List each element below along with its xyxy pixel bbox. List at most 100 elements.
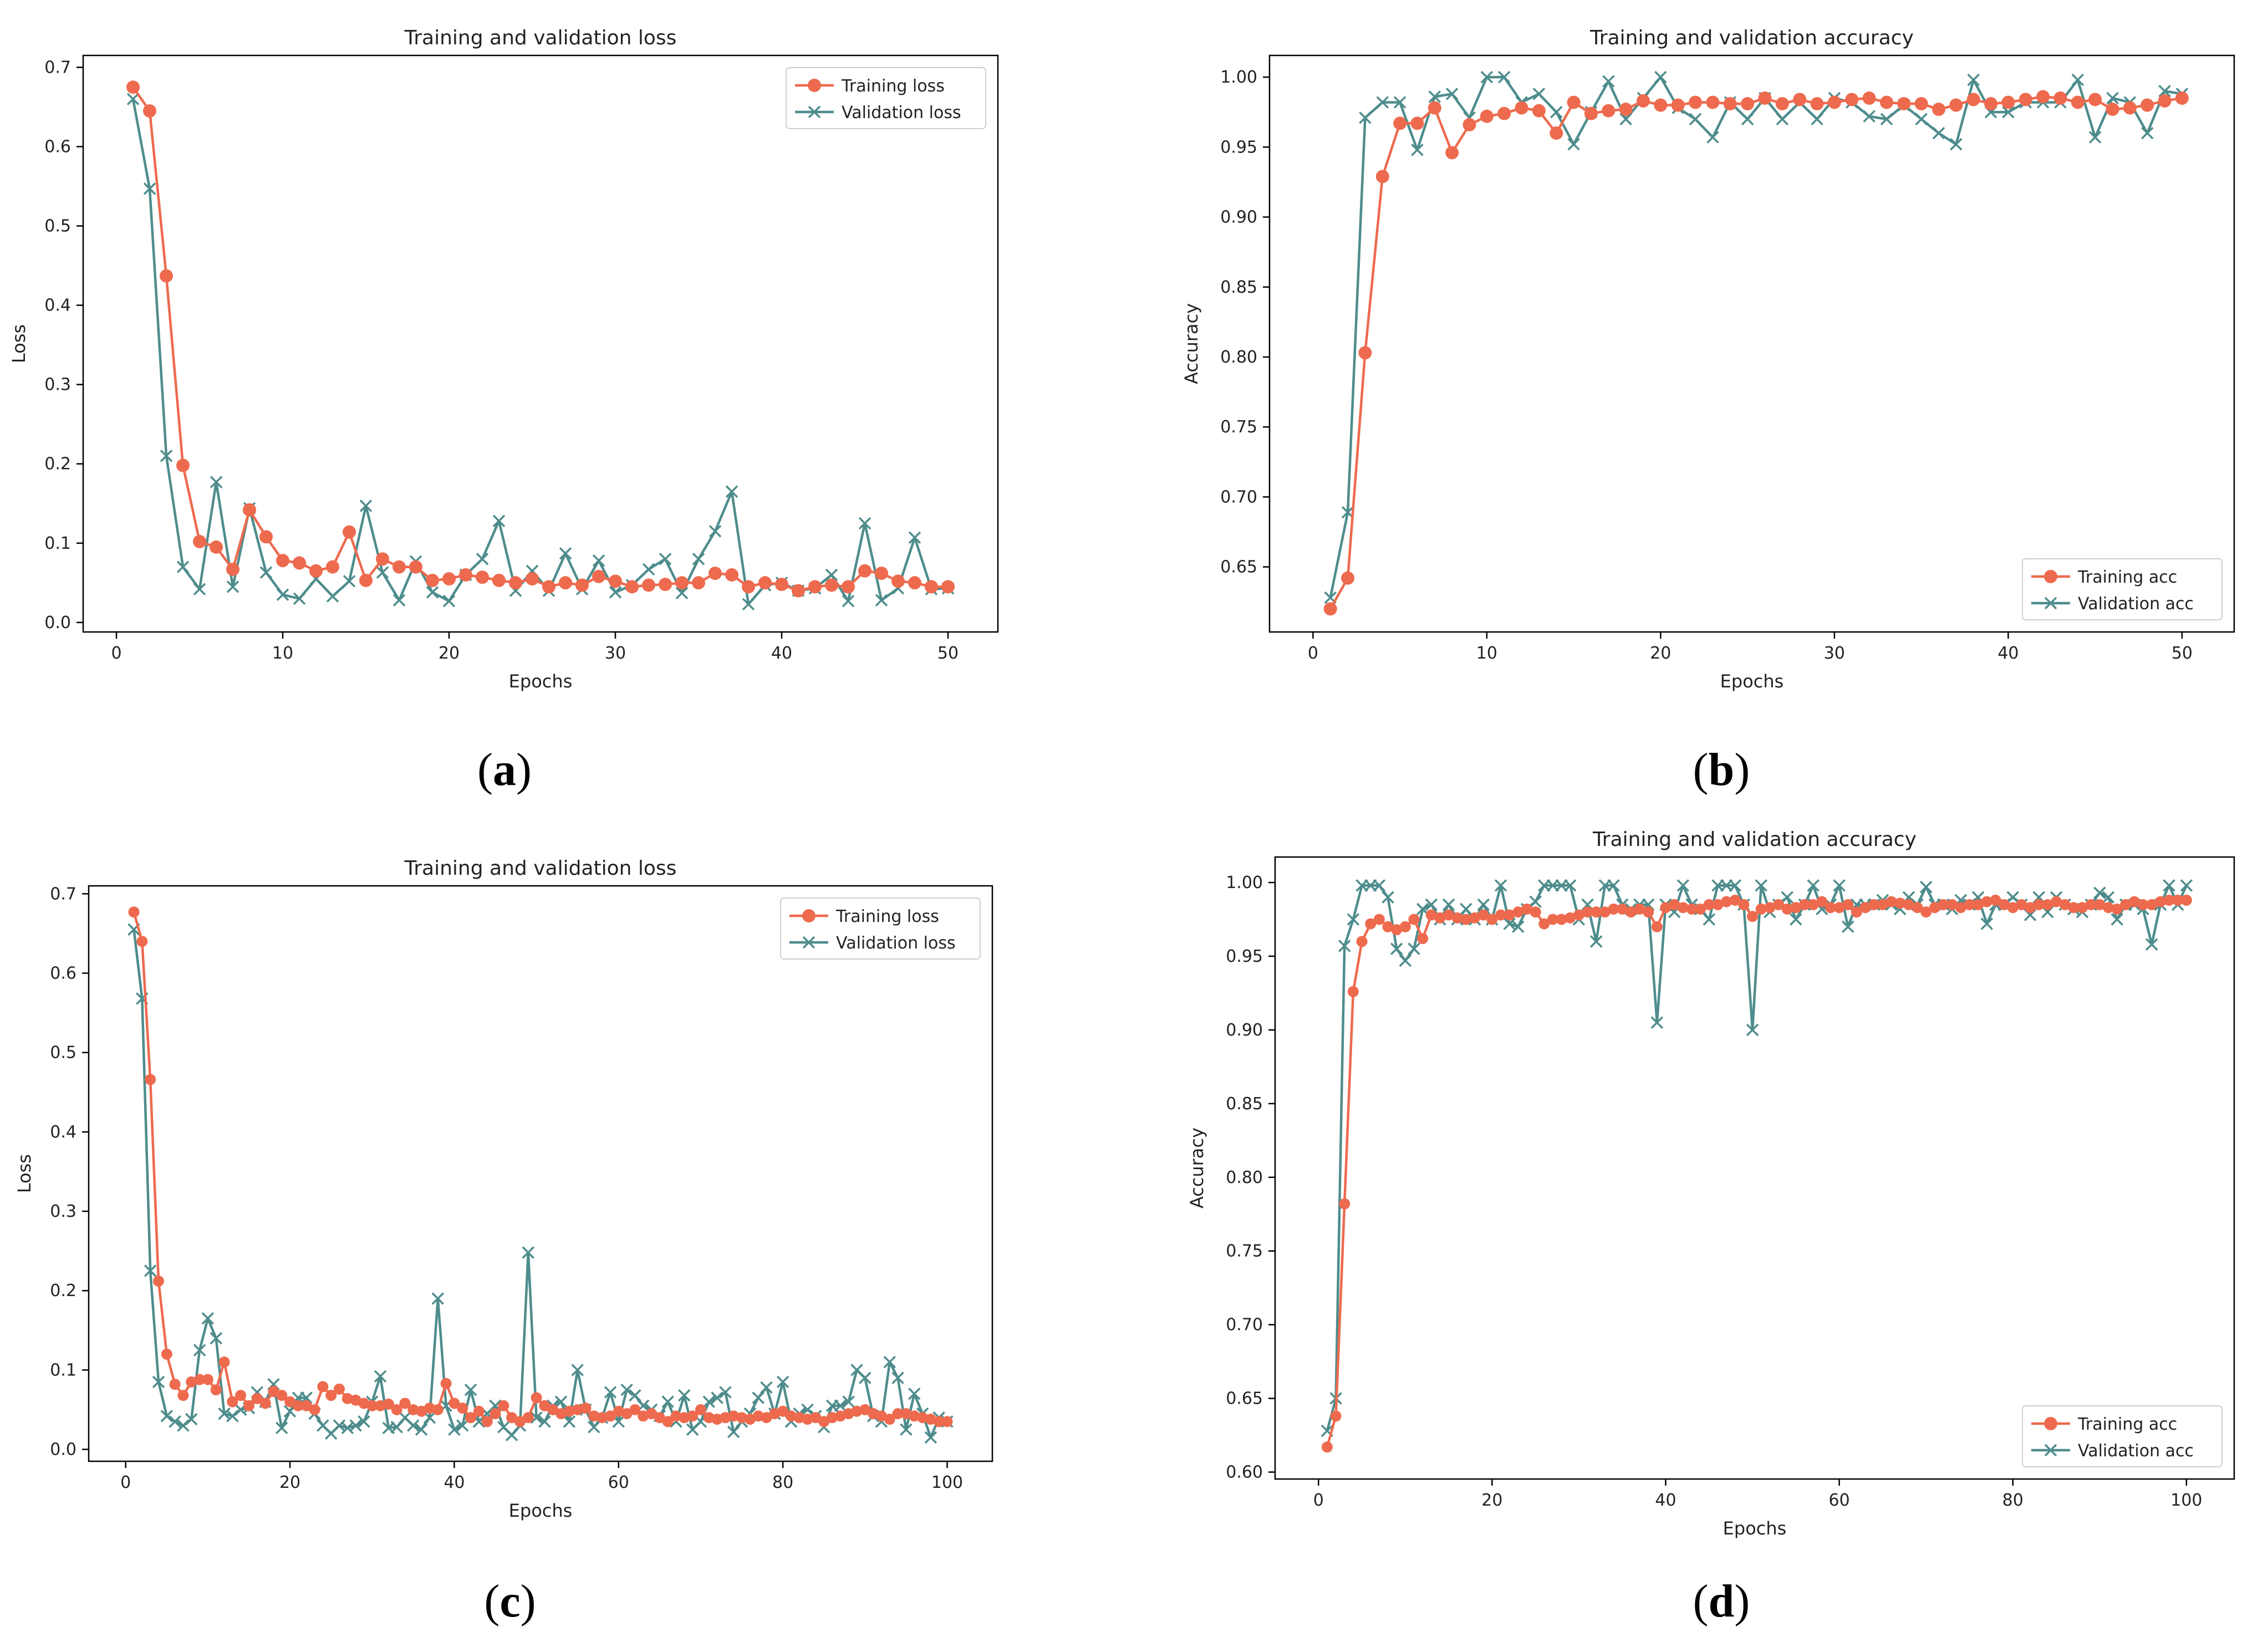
data-point-training	[1347, 986, 1359, 997]
data-point-training	[2137, 899, 2149, 910]
data-point-training	[210, 540, 223, 554]
data-point-training	[2163, 894, 2175, 906]
data-point-training	[2154, 896, 2166, 907]
data-point-training	[210, 1384, 222, 1396]
data-point-training	[1330, 1410, 1342, 1422]
data-point-validation	[1703, 913, 1716, 926]
data-point-training	[2172, 894, 2184, 906]
data-point-validation	[1532, 88, 1546, 100]
data-point-training	[1530, 906, 1541, 918]
data-point-validation	[908, 531, 921, 544]
data-point-validation	[464, 1383, 477, 1396]
y-tick-label: 0.90	[1226, 1021, 1263, 1040]
data-point-training	[1981, 896, 1992, 907]
data-point-validation	[218, 1407, 231, 1420]
data-point-validation	[1746, 1023, 1759, 1037]
data-point-training	[659, 578, 672, 591]
legend-box	[2022, 1405, 2223, 1467]
data-point-training	[728, 1410, 740, 1422]
data-point-training	[1503, 909, 1515, 921]
data-point-validation	[359, 499, 373, 512]
data-point-validation	[276, 588, 289, 601]
data-point-validation	[760, 1381, 773, 1394]
data-point-training	[143, 104, 156, 118]
data-point-training	[1434, 912, 1446, 924]
x-tick-label: 30	[1824, 644, 1845, 663]
legend-box	[786, 67, 986, 129]
data-point-validation	[825, 568, 838, 582]
data-point-validation	[1494, 879, 1507, 892]
x-tick-label: 100	[931, 1473, 963, 1492]
data-point-training	[792, 584, 805, 598]
data-point-validation	[1373, 879, 1386, 892]
x-tick-label: 80	[2002, 1491, 2024, 1510]
data-point-validation	[659, 553, 672, 565]
data-point-training	[1946, 899, 1958, 910]
data-point-validation	[554, 1395, 568, 1408]
data-point-validation	[343, 575, 356, 588]
y-tick-label: 0.1	[50, 1360, 77, 1380]
x-tick-label: 0	[120, 1473, 131, 1492]
data-point-training	[1894, 898, 1906, 909]
data-point-training	[933, 1416, 945, 1427]
data-point-training	[292, 1400, 304, 1411]
legend-label: Training acc	[2077, 1415, 2177, 1434]
data-point-validation	[393, 594, 406, 607]
data-point-training	[941, 1416, 953, 1427]
data-point-training	[2077, 902, 2088, 914]
y-tick-label: 0.60	[1226, 1463, 1263, 1482]
data-point-training	[875, 567, 888, 580]
data-point-validation	[530, 1411, 543, 1424]
data-point-training	[1903, 899, 1914, 910]
data-point-training	[892, 1408, 904, 1420]
x-tick-label: 40	[1997, 644, 2019, 663]
data-point-training	[1912, 902, 1923, 914]
y-axis-label: Accuracy	[1181, 303, 1202, 384]
data-point-training	[1591, 906, 1602, 918]
data-point-training	[177, 1390, 189, 1401]
data-point-training	[202, 1374, 213, 1385]
legend-label: Validation loss	[836, 934, 956, 953]
data-point-training	[490, 1408, 501, 1420]
data-point-validation	[1602, 75, 1615, 88]
data-point-validation	[152, 1375, 165, 1389]
data-point-training	[2007, 902, 2019, 914]
data-point-validation	[1399, 954, 1412, 967]
data-point-validation	[2180, 879, 2193, 892]
data-point-validation	[727, 1425, 740, 1439]
data-point-training	[692, 576, 705, 590]
legend-marker	[2044, 570, 2057, 583]
data-point-training	[891, 574, 905, 588]
legend-label: Validation acc	[2078, 594, 2194, 614]
data-point-training	[284, 1396, 296, 1408]
data-point-training	[1793, 93, 1807, 106]
data-point-training	[1408, 914, 1420, 925]
data-point-training	[1356, 936, 1368, 947]
data-point-training	[325, 1390, 337, 1401]
data-point-training	[1773, 899, 1785, 910]
data-point-training	[126, 80, 140, 94]
data-point-validation	[176, 560, 190, 573]
data-point-training	[2071, 95, 2084, 109]
data-point-validation	[2088, 131, 2102, 144]
data-point-training	[711, 1414, 723, 1425]
data-point-training	[506, 1412, 518, 1424]
data-point-validation	[2145, 938, 2158, 951]
data-point-training	[742, 580, 755, 594]
data-point-validation	[1408, 942, 1420, 955]
y-tick-label: 0.75	[1226, 1242, 1263, 1261]
data-point-training	[2106, 103, 2119, 116]
data-point-validation	[924, 1431, 937, 1444]
data-point-validation	[719, 1386, 732, 1399]
data-point-training	[226, 562, 239, 576]
data-point-training	[695, 1404, 706, 1415]
data-point-training	[827, 1412, 838, 1424]
data-point-training	[136, 936, 148, 947]
data-point-validation	[711, 1391, 723, 1404]
data-point-training	[1532, 104, 1546, 118]
y-tick-label: 0.95	[1220, 137, 1257, 157]
data-point-validation	[891, 1371, 904, 1384]
data-point-training	[1365, 918, 1377, 930]
data-point-training	[1932, 103, 1946, 116]
plot-frame	[82, 54, 999, 633]
